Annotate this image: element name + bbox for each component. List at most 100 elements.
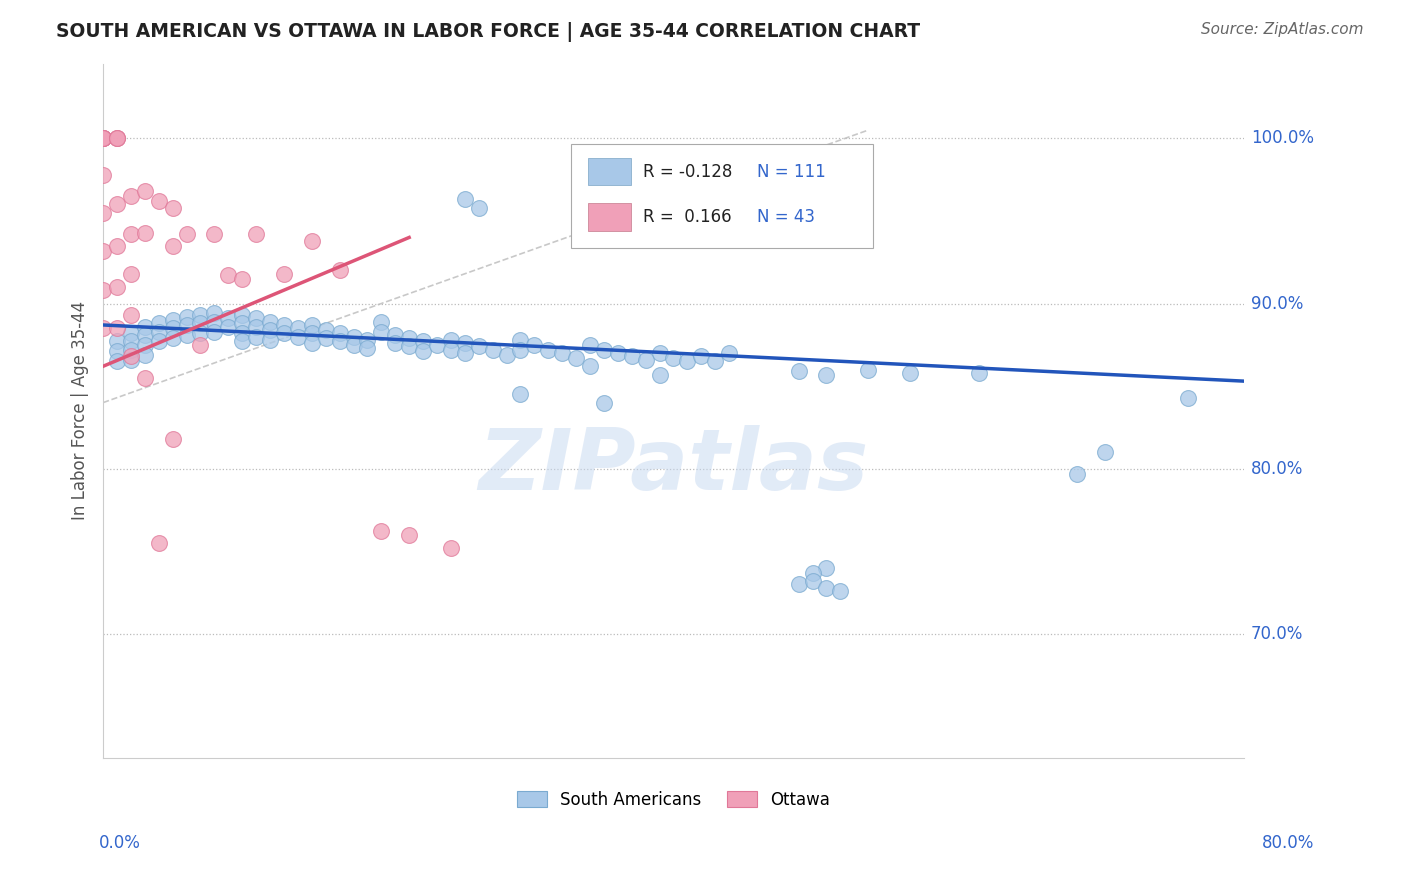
FancyBboxPatch shape xyxy=(588,202,631,230)
FancyBboxPatch shape xyxy=(588,158,631,186)
Point xyxy=(398,339,420,353)
Point xyxy=(815,368,838,382)
Point xyxy=(105,334,128,349)
Point xyxy=(120,334,142,349)
Point xyxy=(565,351,588,365)
Point xyxy=(91,131,114,145)
Point xyxy=(370,315,392,329)
Point xyxy=(162,331,184,345)
Point xyxy=(704,354,727,368)
Point xyxy=(91,131,114,145)
Point xyxy=(120,350,142,364)
Point xyxy=(176,327,198,342)
Point xyxy=(648,368,671,382)
Point xyxy=(384,336,406,351)
Point xyxy=(370,325,392,339)
Point xyxy=(676,354,699,368)
Point xyxy=(718,346,741,360)
Point xyxy=(787,364,810,378)
Point xyxy=(231,326,253,341)
Point xyxy=(398,527,420,541)
Point xyxy=(105,131,128,145)
Point xyxy=(190,316,212,330)
Text: N = 111: N = 111 xyxy=(756,162,825,180)
Point xyxy=(91,205,114,219)
Point xyxy=(815,560,838,574)
Point xyxy=(315,331,337,345)
Point xyxy=(509,333,531,347)
Point xyxy=(801,574,824,588)
Point xyxy=(231,316,253,330)
Point xyxy=(648,346,671,360)
Point xyxy=(301,318,323,332)
Point xyxy=(202,227,225,242)
Text: Source: ZipAtlas.com: Source: ZipAtlas.com xyxy=(1201,22,1364,37)
Point xyxy=(329,263,352,277)
Point xyxy=(176,310,198,324)
Point xyxy=(801,566,824,580)
Point xyxy=(202,306,225,320)
Point xyxy=(593,343,616,357)
Point xyxy=(384,327,406,342)
Point xyxy=(342,338,364,352)
Point xyxy=(245,329,267,343)
Y-axis label: In Labor Force | Age 35-44: In Labor Force | Age 35-44 xyxy=(72,301,89,520)
Point xyxy=(105,344,128,359)
Text: 70.0%: 70.0% xyxy=(1251,624,1303,643)
Point xyxy=(105,131,128,145)
Point xyxy=(787,197,810,211)
Point xyxy=(287,321,309,335)
Point xyxy=(134,348,156,362)
Point xyxy=(120,227,142,242)
Point xyxy=(162,238,184,252)
Point xyxy=(551,346,574,360)
Point xyxy=(287,329,309,343)
Point xyxy=(301,234,323,248)
Point xyxy=(412,334,434,349)
Point xyxy=(190,308,212,322)
Point xyxy=(1094,445,1116,459)
Point xyxy=(356,333,378,347)
Point xyxy=(148,334,170,349)
FancyBboxPatch shape xyxy=(571,144,873,248)
Point xyxy=(162,321,184,335)
Text: 90.0%: 90.0% xyxy=(1251,294,1303,312)
Point xyxy=(91,321,114,335)
Point xyxy=(454,336,477,351)
Point xyxy=(301,336,323,351)
Point xyxy=(426,338,449,352)
Point xyxy=(231,334,253,349)
Point xyxy=(259,315,281,329)
Point xyxy=(120,343,142,357)
Text: 100.0%: 100.0% xyxy=(1251,129,1313,147)
Point xyxy=(898,366,921,380)
Point xyxy=(1066,467,1088,481)
Point xyxy=(440,333,463,347)
Text: R = -0.128: R = -0.128 xyxy=(643,162,733,180)
Point xyxy=(593,395,616,409)
Text: 0.0%: 0.0% xyxy=(98,834,141,852)
Text: R =  0.166: R = 0.166 xyxy=(643,208,731,226)
Point xyxy=(412,344,434,359)
Point xyxy=(217,268,239,283)
Point xyxy=(134,319,156,334)
Point xyxy=(245,227,267,242)
Point xyxy=(1177,391,1199,405)
Point xyxy=(91,244,114,258)
Point xyxy=(245,319,267,334)
Point xyxy=(356,341,378,355)
Point xyxy=(176,227,198,242)
Point xyxy=(231,308,253,322)
Point xyxy=(105,321,128,335)
Point xyxy=(120,326,142,341)
Point xyxy=(273,267,295,281)
Point xyxy=(91,131,114,145)
Point xyxy=(105,131,128,145)
Point xyxy=(579,338,602,352)
Point xyxy=(370,524,392,539)
Point xyxy=(467,339,489,353)
Point xyxy=(537,343,560,357)
Point xyxy=(91,131,114,145)
Text: SOUTH AMERICAN VS OTTAWA IN LABOR FORCE | AGE 35-44 CORRELATION CHART: SOUTH AMERICAN VS OTTAWA IN LABOR FORCE … xyxy=(56,22,921,42)
Point xyxy=(202,315,225,329)
